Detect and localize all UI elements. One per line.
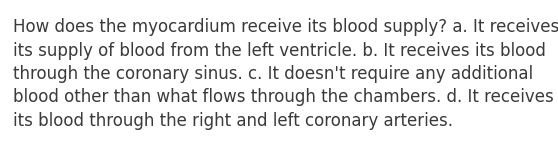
Text: blood other than what flows through the chambers. d. It receives: blood other than what flows through the … <box>13 88 554 106</box>
Text: its supply of blood from the left ventricle. b. It receives its blood: its supply of blood from the left ventri… <box>13 41 546 60</box>
Text: its blood through the right and left coronary arteries.: its blood through the right and left cor… <box>13 112 453 130</box>
Text: How does the myocardium receive its blood supply? a. It receives: How does the myocardium receive its bloo… <box>13 18 558 36</box>
Text: through the coronary sinus. c. It doesn't require any additional: through the coronary sinus. c. It doesn'… <box>13 65 533 83</box>
